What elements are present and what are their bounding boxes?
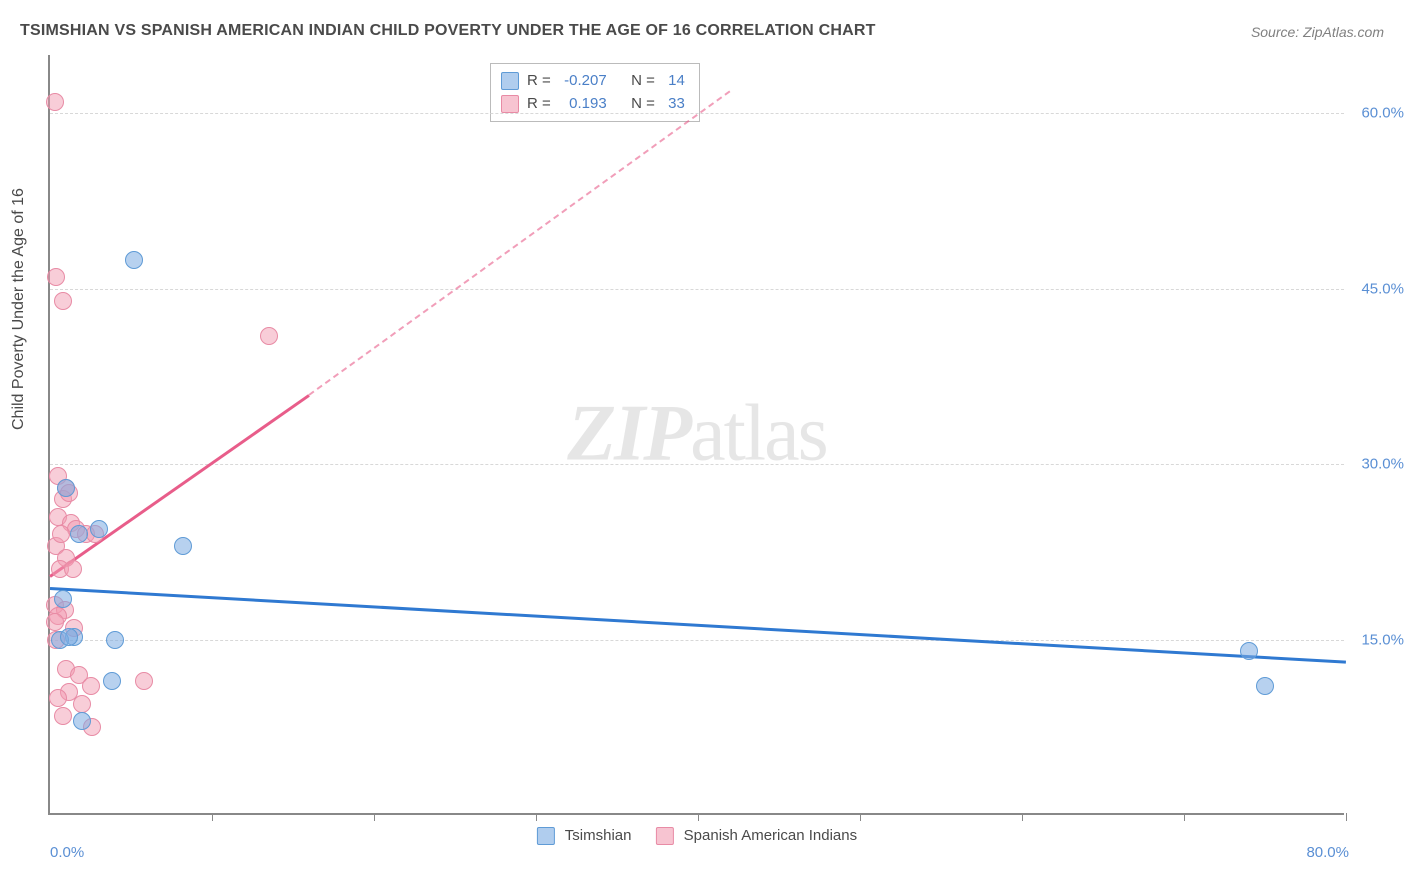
x-tick-label-max: 80.0% xyxy=(1306,844,1349,861)
data-point xyxy=(106,631,124,649)
x-tick xyxy=(1022,813,1023,821)
data-point xyxy=(46,93,64,111)
watermark: ZIPatlas xyxy=(567,389,826,480)
plot-area: ZIPatlas R = -0.207 N = 14 R = 0.193 N =… xyxy=(48,55,1344,815)
data-point xyxy=(46,613,64,631)
legend-swatch-pink xyxy=(655,827,673,845)
y-tick-label: 45.0% xyxy=(1349,280,1404,297)
legend-swatch-blue xyxy=(537,827,555,845)
y-axis-label: Child Poverty Under the Age of 16 xyxy=(10,188,28,430)
x-tick xyxy=(1346,813,1347,821)
gridline xyxy=(50,464,1344,465)
data-point xyxy=(260,327,278,345)
stats-n-value-1: 14 xyxy=(663,70,685,93)
stats-r-label: R = xyxy=(527,93,551,116)
stats-n-label: N = xyxy=(631,70,655,93)
y-tick-label: 60.0% xyxy=(1349,105,1404,122)
stats-swatch-blue xyxy=(501,72,519,90)
data-point xyxy=(64,560,82,578)
data-point xyxy=(70,525,88,543)
data-point xyxy=(54,590,72,608)
legend-label-1: Tsimshian xyxy=(565,827,632,844)
stats-row-spanish: R = 0.193 N = 33 xyxy=(501,93,685,116)
legend-label-2: Spanish American Indians xyxy=(684,827,857,844)
data-point xyxy=(103,672,121,690)
stats-n-label: N = xyxy=(631,93,655,116)
stats-swatch-pink xyxy=(501,95,519,113)
data-point xyxy=(54,707,72,725)
data-point xyxy=(73,695,91,713)
x-tick xyxy=(536,813,537,821)
data-point xyxy=(90,520,108,538)
data-point xyxy=(57,479,75,497)
stats-r-value-1: -0.207 xyxy=(559,70,607,93)
data-point xyxy=(82,677,100,695)
data-point xyxy=(52,525,70,543)
trend-line xyxy=(50,587,1346,664)
stats-r-label: R = xyxy=(527,70,551,93)
legend-item-spanish: Spanish American Indians xyxy=(655,827,857,845)
data-point xyxy=(54,292,72,310)
data-point xyxy=(60,628,78,646)
x-tick-label-min: 0.0% xyxy=(50,844,84,861)
data-point xyxy=(1256,677,1274,695)
stats-row-tsimshian: R = -0.207 N = 14 xyxy=(501,70,685,93)
gridline xyxy=(50,289,1344,290)
data-point xyxy=(1240,642,1258,660)
data-point xyxy=(125,251,143,269)
stats-r-value-2: 0.193 xyxy=(559,93,607,116)
source-attribution: Source: ZipAtlas.com xyxy=(1251,24,1384,40)
x-tick xyxy=(212,813,213,821)
trend-line xyxy=(309,90,731,396)
legend-item-tsimshian: Tsimshian xyxy=(537,827,632,845)
stats-n-value-2: 33 xyxy=(663,93,685,116)
x-tick xyxy=(698,813,699,821)
x-tick xyxy=(1184,813,1185,821)
chart-title: TSIMSHIAN VS SPANISH AMERICAN INDIAN CHI… xyxy=(20,22,876,40)
data-point xyxy=(135,672,153,690)
x-tick xyxy=(374,813,375,821)
gridline xyxy=(50,640,1344,641)
legend: Tsimshian Spanish American Indians xyxy=(537,827,857,845)
data-point xyxy=(49,689,67,707)
data-point xyxy=(174,537,192,555)
data-point xyxy=(47,268,65,286)
data-point xyxy=(73,712,91,730)
x-tick xyxy=(860,813,861,821)
y-tick-label: 30.0% xyxy=(1349,456,1404,473)
y-tick-label: 15.0% xyxy=(1349,631,1404,648)
